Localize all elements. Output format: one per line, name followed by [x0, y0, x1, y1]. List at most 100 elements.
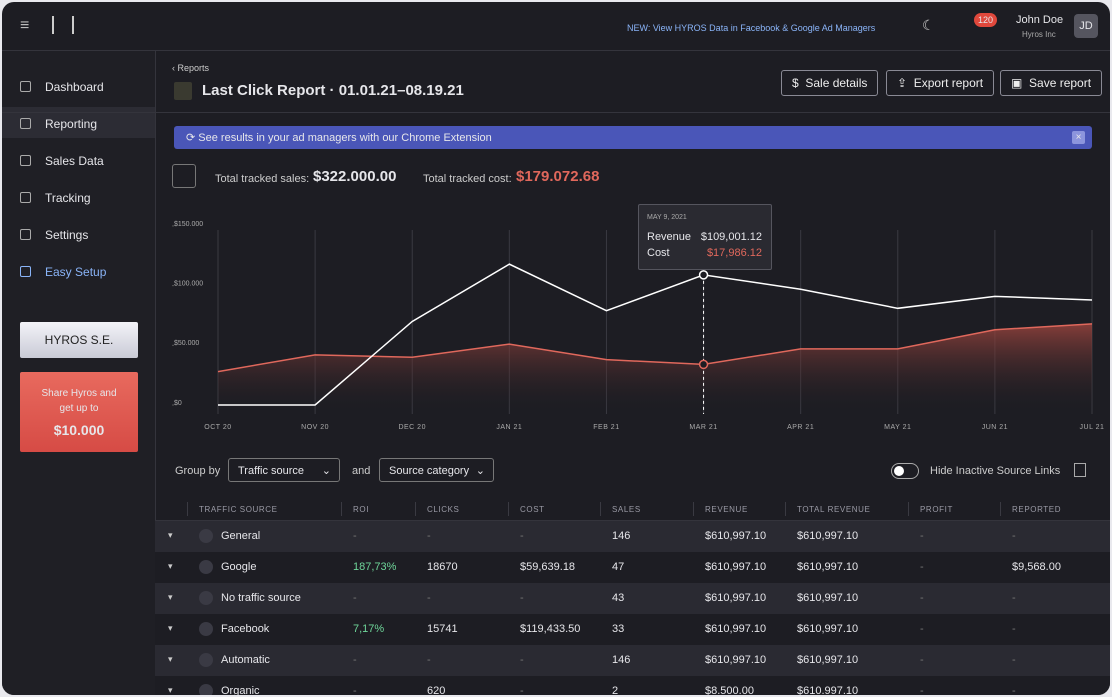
- expand-icon[interactable]: ▾: [168, 530, 173, 540]
- toggle[interactable]: [891, 463, 919, 479]
- nav-item[interactable]: Easy Setup: [45, 265, 107, 279]
- breadcrumb-text[interactable]: Reports: [177, 63, 210, 73]
- nav-icon[interactable]: [20, 266, 31, 277]
- cell: $610,997.10: [797, 561, 859, 573]
- group-by: Group by: [175, 465, 221, 477]
- cell: -: [427, 592, 431, 604]
- promo-text: Share Hyros and get up to: [41, 388, 117, 414]
- cell: -: [520, 530, 524, 542]
- column-header[interactable]: PROFIT: [920, 505, 953, 514]
- table-row[interactable]: [155, 521, 1110, 552]
- sales-value: $322.000.00: [313, 168, 397, 185]
- cell: $59,639.18: [520, 561, 576, 573]
- nav-icon[interactable]: [20, 229, 31, 240]
- cell: 18670: [427, 561, 458, 573]
- breadcrumb[interactable]: ‹ Reports: [172, 63, 210, 73]
- table-row[interactable]: [155, 552, 1110, 583]
- cell: 146: [612, 530, 631, 542]
- table-row[interactable]: [155, 645, 1110, 676]
- filter-button[interactable]: [172, 164, 196, 188]
- table-row[interactable]: [155, 614, 1110, 645]
- group-select[interactable]: Traffic source ⌄: [228, 458, 340, 482]
- cell: -: [353, 685, 357, 695]
- y-tick-label: $150.000: [174, 221, 203, 228]
- column-header[interactable]: REPORTED: [1012, 505, 1062, 514]
- revenue-line: [218, 263, 1093, 406]
- notice[interactable]: NEW: View HYROS Data in Facebook & Googl…: [627, 23, 876, 33]
- x-tick-label: NOV 20: [301, 424, 329, 431]
- nav-item[interactable]: Settings: [45, 228, 89, 242]
- table-row[interactable]: [155, 583, 1110, 614]
- banner-close[interactable]: ×: [1072, 131, 1085, 144]
- column-header[interactable]: TOTAL REVENUE: [797, 505, 871, 514]
- cell: -: [1012, 685, 1016, 695]
- cell: -: [920, 592, 924, 604]
- tooltip-label: Revenue: [647, 231, 692, 243]
- button[interactable]: ▣ Save report: [1000, 70, 1103, 96]
- title: Last Click Report · 01.01.21–08.19.21: [202, 82, 464, 99]
- x-tick-label: JAN 21: [496, 424, 522, 431]
- cell: $610,997.10: [705, 592, 767, 604]
- nav-item[interactable]: Sales Data: [45, 154, 104, 168]
- expand-icon[interactable]: ▾: [168, 561, 173, 571]
- tooltip-value: $17,986.12: [706, 247, 762, 259]
- x-tick-label: MAR 21: [689, 424, 717, 431]
- nav-icon[interactable]: [20, 118, 31, 129]
- cell: -: [920, 654, 924, 666]
- cell: 43: [612, 592, 625, 604]
- column-divider: [908, 502, 909, 516]
- menu-icon[interactable]: ≡: [20, 17, 30, 34]
- x-tick-label: JUL 21: [1080, 424, 1105, 431]
- column-header[interactable]: CLICKS: [427, 505, 460, 514]
- cell: -: [1012, 592, 1016, 604]
- table-row[interactable]: [155, 676, 1110, 695]
- column-header[interactable]: COST: [520, 505, 545, 514]
- notification-badge[interactable]: 120: [974, 13, 998, 27]
- nav-item[interactable]: Tracking: [45, 191, 91, 205]
- nav-icon[interactable]: [20, 192, 31, 203]
- y-tick-label: $0: [174, 400, 182, 407]
- cell: Google: [221, 561, 257, 573]
- report-icon: [174, 82, 192, 100]
- y-tick-label: $50.000: [174, 340, 199, 347]
- cell: -: [520, 685, 524, 695]
- expand-icon[interactable]: ▾: [168, 592, 173, 602]
- button[interactable]: $ Sale details: [781, 70, 879, 96]
- cell: -: [1012, 530, 1016, 542]
- promo[interactable]: [20, 372, 138, 452]
- nav-icon[interactable]: [20, 155, 31, 166]
- expand-icon[interactable]: ▾: [168, 654, 173, 664]
- cost-value: $179.072.68: [516, 168, 600, 185]
- expand-icon[interactable]: ▾: [168, 623, 173, 633]
- column-header[interactable]: REVENUE: [705, 505, 748, 514]
- cell: -: [353, 592, 357, 604]
- column-header[interactable]: ROI: [353, 505, 370, 514]
- category-select[interactable]: Source category ⌄: [379, 458, 494, 482]
- columns-button[interactable]: [1074, 463, 1086, 477]
- button-label[interactable]: Export report: [913, 76, 984, 90]
- column-header[interactable]: SALES: [612, 505, 641, 514]
- theme-toggle[interactable]: ☾: [922, 17, 935, 33]
- x-tick-label: APR 21: [787, 424, 814, 431]
- cell: $610,997.10: [705, 530, 767, 542]
- category-value[interactable]: Source category: [389, 465, 470, 477]
- and: and: [352, 465, 371, 477]
- logo[interactable]: [52, 16, 74, 34]
- x-tick-label: MAY 21: [884, 424, 911, 431]
- avatar[interactable]: JD: [1074, 14, 1098, 38]
- column-divider: [1000, 502, 1001, 516]
- cell: $8.500.00: [705, 685, 754, 695]
- cell: 33: [612, 623, 625, 635]
- column-header[interactable]: TRAFFIC SOURCE: [199, 505, 278, 514]
- nav-icon[interactable]: [20, 81, 31, 92]
- nav-item[interactable]: Reporting: [45, 117, 98, 131]
- column-divider: [600, 502, 601, 516]
- button-label[interactable]: Save report: [1029, 76, 1092, 90]
- nav-item[interactable]: Dashboard: [45, 80, 104, 94]
- group-value[interactable]: Traffic source: [238, 465, 305, 477]
- button-label[interactable]: Sale details: [805, 76, 868, 90]
- badge[interactable]: HYROS S.E.: [20, 322, 138, 358]
- expand-icon[interactable]: ▾: [168, 685, 173, 695]
- button[interactable]: ⇪ Export report: [886, 70, 995, 96]
